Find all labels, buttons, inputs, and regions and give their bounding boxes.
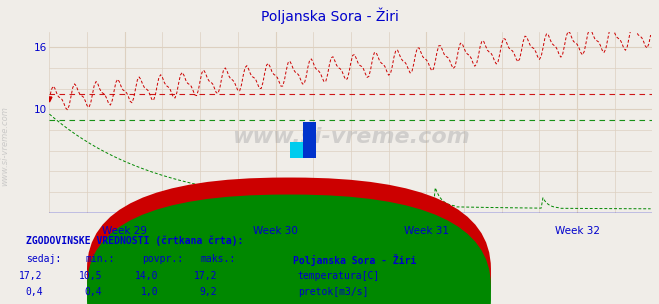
Bar (290, 142, 303, 158)
Text: 10,5: 10,5 (78, 271, 102, 281)
Text: Poljanska Sora - Žiri: Poljanska Sora - Žiri (293, 254, 416, 266)
Text: 14,0: 14,0 (134, 271, 158, 281)
Text: Week 31: Week 31 (404, 226, 449, 237)
Text: 17,2: 17,2 (194, 271, 217, 281)
Text: 0,4: 0,4 (84, 287, 102, 297)
Text: 0,4: 0,4 (25, 287, 43, 297)
Text: pretok[m3/s]: pretok[m3/s] (298, 287, 368, 297)
Text: Week 29: Week 29 (102, 226, 148, 237)
Bar (303, 122, 316, 158)
Text: 1,0: 1,0 (140, 287, 158, 297)
Text: temperatura[C]: temperatura[C] (298, 271, 380, 281)
Text: www.si-vreme.com: www.si-vreme.com (1, 106, 10, 186)
Text: 17,2: 17,2 (19, 271, 43, 281)
Text: Week 30: Week 30 (253, 226, 298, 237)
Text: povpr.:: povpr.: (142, 254, 183, 264)
Text: Week 32: Week 32 (554, 226, 600, 237)
Text: Poljanska Sora - Žiri: Poljanska Sora - Žiri (260, 8, 399, 24)
Text: sedaj:: sedaj: (26, 254, 61, 264)
Text: maks.:: maks.: (201, 254, 236, 264)
Text: 9,2: 9,2 (200, 287, 217, 297)
Text: min.:: min.: (86, 254, 115, 264)
Text: ZGODOVINSKE VREDNOSTI (črtkana črta):: ZGODOVINSKE VREDNOSTI (črtkana črta): (26, 236, 244, 246)
Text: www.si-vreme.com: www.si-vreme.com (232, 127, 470, 147)
